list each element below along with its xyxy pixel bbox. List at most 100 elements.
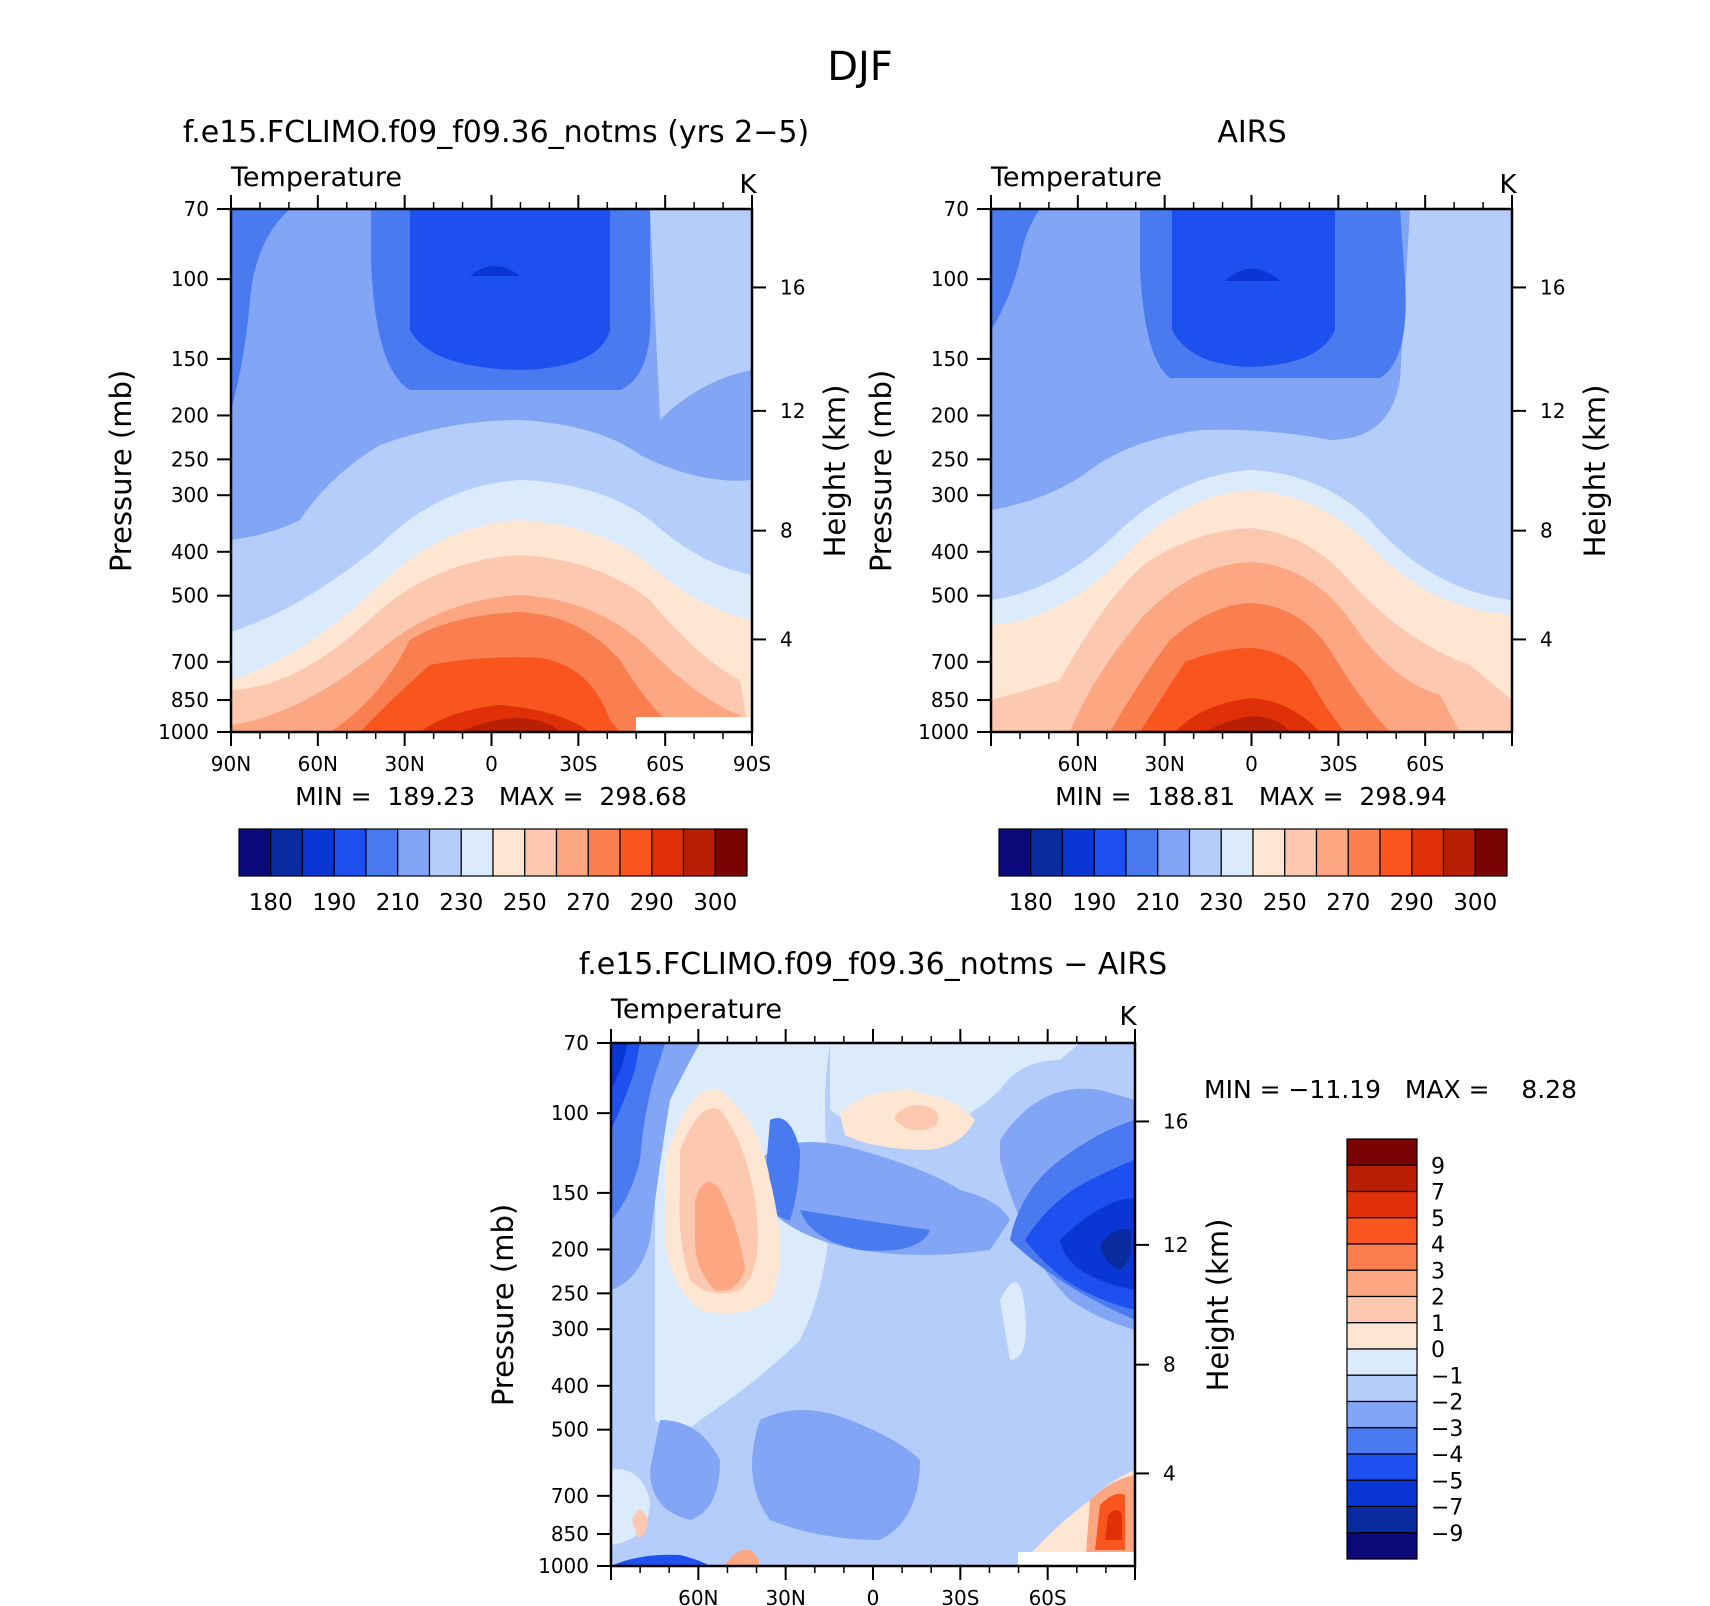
colorbar-label: 9 — [1431, 1154, 1445, 1179]
x-tick-label: 60N — [298, 752, 338, 776]
panel-diff-ylabel-right: Height (km) — [1201, 1219, 1235, 1392]
colorbar-swatch — [1346, 1479, 1418, 1508]
height-tick-label: 4 — [1540, 627, 1553, 651]
y-tick-label: 300 — [171, 483, 209, 507]
panel-diff-subtitle: Temperature — [610, 994, 782, 1025]
x-tick-label: 0 — [485, 752, 498, 776]
y-tick-label: 150 — [551, 1181, 589, 1205]
panel-diff-contours — [611, 1043, 1135, 1566]
colorbar-label: 270 — [1326, 890, 1370, 916]
y-tick-label: 100 — [931, 267, 969, 291]
y-tick-label: 70 — [564, 1031, 589, 1055]
panel-obs-contours — [991, 209, 1512, 732]
colorbar-swatch — [1093, 828, 1127, 877]
x-tick-label: 90S — [733, 752, 771, 776]
x-tick-label: 30N — [384, 752, 424, 776]
contour-band-3 — [695, 1182, 745, 1291]
colorbar-swatch — [428, 828, 462, 877]
colorbar-swatch — [1346, 1532, 1418, 1560]
y-tick-label: 400 — [551, 1374, 589, 1398]
contour-band-se-warm-4 — [1105, 1510, 1122, 1540]
contour-band-2-top — [895, 1105, 939, 1131]
panel-model: f.e15.FCLIMO.f09_f09.36_notms (yrs 2−5) … — [104, 115, 852, 916]
contour-band-sw-warm-2 — [632, 1510, 648, 1538]
x-tick-label: 30S — [941, 1586, 979, 1606]
colorbar-swatch — [1061, 828, 1095, 877]
colorbar-swatch — [1346, 1374, 1418, 1403]
colorbar-label: 230 — [1199, 890, 1243, 916]
panel-diff-ylabel: Pressure (mb) — [486, 1204, 520, 1406]
colorbar-swatch — [1346, 1400, 1418, 1429]
colorbar-label: 300 — [693, 890, 737, 916]
height-tick-label: 16 — [780, 275, 805, 299]
panel-model-ylabel: Pressure (mb) — [104, 370, 138, 572]
contour-band-200-nw — [231, 209, 290, 410]
colorbar-swatch — [1346, 1453, 1418, 1481]
colorbar-swatch — [1315, 828, 1349, 877]
colorbar-swatch — [333, 828, 367, 877]
panel-obs-colorbar: 180 190 210 230 250 270 290 300 — [998, 828, 1508, 916]
panel-obs-stats: MIN = 188.81 MAX = 298.94 — [1055, 782, 1447, 811]
y-tick-label: 400 — [931, 540, 969, 564]
height-tick-label: 12 — [1163, 1233, 1188, 1257]
y-tick-label: 850 — [931, 688, 969, 712]
y-tick-label: 850 — [551, 1522, 589, 1546]
contour-band-190 — [1172, 209, 1335, 367]
height-tick-label: 4 — [1163, 1461, 1176, 1485]
colorbar-swatch — [1347, 828, 1381, 877]
colorbar-label: −5 — [1431, 1469, 1463, 1494]
colorbar-swatch — [524, 828, 558, 877]
y-tick-label: 200 — [931, 403, 969, 427]
colorbar-label: 180 — [249, 890, 293, 916]
colorbar-swatch — [1346, 1138, 1418, 1166]
contour-band-295 — [1205, 716, 1290, 732]
height-tick-label: 12 — [1540, 399, 1565, 423]
colorbar-label: −2 — [1431, 1391, 1463, 1416]
colorbar-label: 210 — [1136, 890, 1180, 916]
contour-band-185 — [470, 266, 520, 276]
colorbar-label: 290 — [630, 890, 674, 916]
colorbar-swatch — [1346, 1217, 1418, 1245]
panel-obs-subtitle: Temperature — [990, 162, 1162, 193]
y-tick-label: 700 — [551, 1484, 589, 1508]
y-tick-label: 250 — [931, 447, 969, 471]
height-tick-label: 8 — [1163, 1353, 1176, 1377]
panel-model-ylabel-right: Height (km) — [818, 385, 852, 558]
colorbar-swatch — [1442, 828, 1476, 877]
height-tick-label: 16 — [1540, 275, 1565, 299]
colorbar-swatch — [1346, 1269, 1418, 1298]
panel-diff-axes: 70 100 150 200 250 300 400 500 700 850 1000 4 8 12 16 6… — [538, 1029, 1188, 1606]
colorbar-label: 210 — [376, 890, 420, 916]
colorbar-swatch — [301, 828, 335, 877]
colorbar-swatch — [587, 828, 621, 877]
colorbar-swatch — [1346, 1243, 1418, 1271]
y-tick-label: 300 — [931, 483, 969, 507]
panel-obs-ylabel-right: Height (km) — [1578, 385, 1612, 558]
height-tick-label: 12 — [780, 399, 805, 423]
colorbar-label: 300 — [1453, 890, 1497, 916]
contour-band-200-nw — [991, 209, 1040, 330]
colorbar-swatch — [619, 828, 653, 877]
y-tick-label: 250 — [171, 447, 209, 471]
colorbar-swatch — [492, 828, 526, 877]
y-tick-label: 200 — [171, 403, 209, 427]
colorbar-swatch — [1411, 828, 1445, 877]
y-tick-label: 100 — [551, 1101, 589, 1125]
contour-band-neg2-c — [650, 1420, 720, 1520]
y-tick-label: 250 — [551, 1281, 589, 1305]
y-tick-label: 100 — [171, 267, 209, 291]
colorbar-swatch — [1188, 828, 1222, 877]
colorbar-swatch — [1346, 1295, 1418, 1324]
y-tick-label: 150 — [171, 347, 209, 371]
colorbar-label: 2 — [1431, 1286, 1445, 1311]
y-tick-label: 700 — [171, 650, 209, 674]
y-tick-label: 1000 — [918, 720, 969, 744]
y-tick-label: 500 — [171, 584, 209, 608]
colorbar-swatch — [1346, 1348, 1418, 1376]
panel-model-units: K — [739, 170, 757, 200]
height-tick-label: 8 — [780, 519, 793, 543]
panel-model-contours — [231, 209, 752, 732]
y-tick-label: 300 — [551, 1317, 589, 1341]
